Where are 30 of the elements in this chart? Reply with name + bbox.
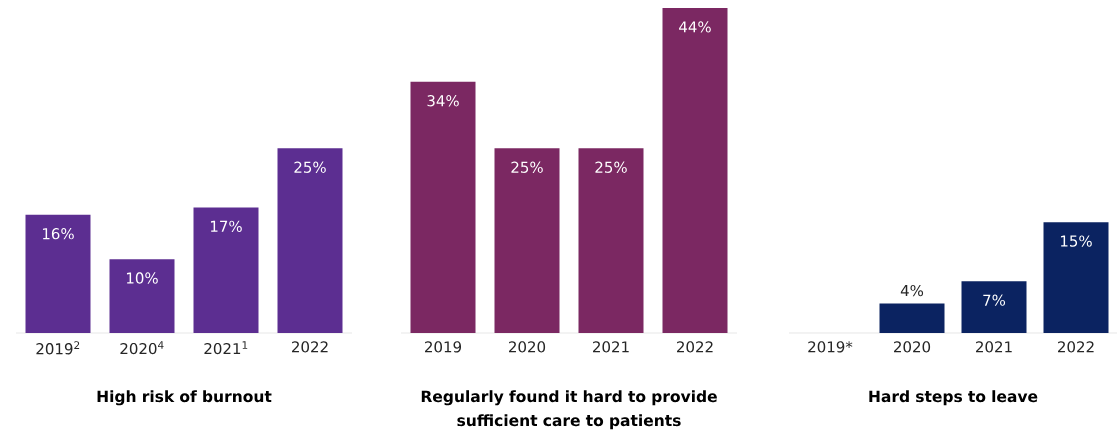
bar	[109, 259, 175, 333]
x-tick-label: 2019	[425, 341, 462, 353]
x-tick-label: 2021	[593, 341, 629, 353]
data-label: 7%	[983, 294, 1006, 306]
data-label: 15%	[1060, 235, 1092, 247]
text: Hard steps to leave	[869, 390, 1038, 406]
x-tick-label: 2021$^{1}$	[204, 341, 248, 355]
bar	[277, 148, 343, 333]
x-tick-label: 2022	[292, 341, 328, 353]
x-tick-label: 2020	[509, 341, 546, 353]
data-label: 17%	[210, 220, 242, 232]
text: Regularly found it hard to provide sufficient care to patients	[421, 390, 717, 430]
text: High risk of burnout	[97, 390, 272, 406]
x-tick-label: 2019*	[808, 341, 853, 353]
data-label: 34%	[427, 95, 459, 107]
data-label: 44%	[679, 21, 711, 33]
data-label: 16%	[42, 228, 74, 240]
x-tick-label: 2021	[976, 341, 1012, 353]
x-tick-label: 2019$^{2}$	[36, 341, 80, 355]
x-tick-label: 2020$^{4}$	[120, 341, 164, 355]
data-label: 25%	[294, 161, 326, 173]
data-label: 4%	[900, 284, 924, 297]
bar	[25, 214, 91, 333]
x-tick-label: 2022	[1058, 341, 1094, 353]
bar	[193, 207, 259, 333]
data-label: 25%	[595, 161, 627, 173]
x-tick-label: 2020	[894, 341, 931, 353]
data-label: 25%	[511, 161, 543, 173]
x-tick-label: 2022	[677, 341, 713, 353]
data-label: 10%	[126, 272, 158, 284]
